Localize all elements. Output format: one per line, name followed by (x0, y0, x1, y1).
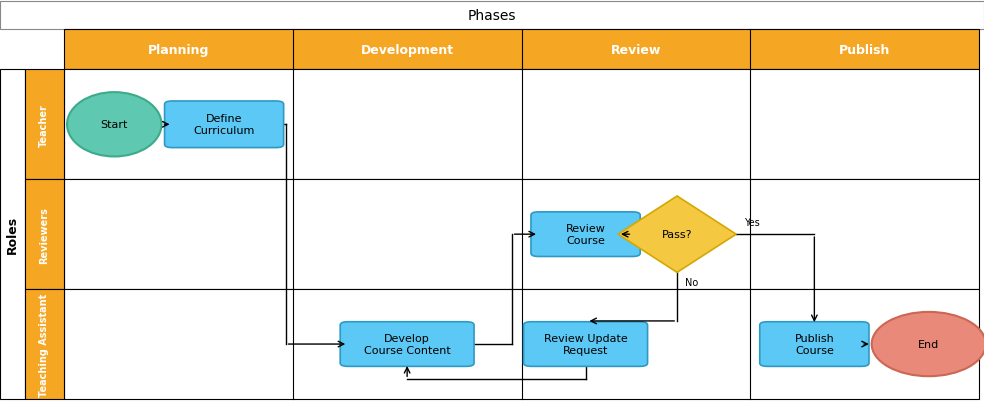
Ellipse shape (872, 312, 984, 376)
Ellipse shape (67, 93, 161, 157)
FancyBboxPatch shape (340, 322, 474, 367)
FancyBboxPatch shape (0, 2, 984, 30)
FancyBboxPatch shape (531, 213, 641, 257)
Text: Define
Curriculum: Define Curriculum (194, 114, 255, 136)
Text: Review
Course: Review Course (566, 224, 605, 245)
Text: Reviewers: Reviewers (39, 206, 49, 263)
Text: Review Update
Request: Review Update Request (544, 333, 628, 355)
FancyBboxPatch shape (760, 322, 869, 367)
FancyBboxPatch shape (64, 30, 979, 70)
FancyBboxPatch shape (523, 322, 647, 367)
Text: Publish: Publish (839, 44, 891, 57)
Text: Pass?: Pass? (662, 230, 693, 239)
Text: Phases: Phases (467, 9, 517, 23)
Text: Develop
Course Content: Develop Course Content (364, 333, 451, 355)
Text: Start: Start (100, 120, 128, 130)
Text: Yes: Yes (744, 218, 760, 227)
Text: End: End (918, 339, 940, 349)
FancyBboxPatch shape (64, 180, 979, 290)
Text: No: No (685, 278, 699, 288)
Text: Review: Review (611, 44, 661, 57)
Text: Roles: Roles (6, 216, 19, 253)
FancyBboxPatch shape (0, 70, 25, 399)
FancyBboxPatch shape (25, 70, 64, 180)
Text: Development: Development (360, 44, 454, 57)
Text: Planning: Planning (148, 44, 209, 57)
Polygon shape (618, 196, 736, 273)
FancyBboxPatch shape (64, 290, 979, 399)
Text: Teaching Assistant: Teaching Assistant (39, 293, 49, 396)
Text: Teacher: Teacher (39, 103, 49, 146)
Text: Publish
Course: Publish Course (794, 333, 834, 355)
FancyBboxPatch shape (164, 102, 283, 148)
FancyBboxPatch shape (64, 70, 979, 180)
FancyBboxPatch shape (25, 180, 64, 290)
FancyBboxPatch shape (25, 290, 64, 399)
